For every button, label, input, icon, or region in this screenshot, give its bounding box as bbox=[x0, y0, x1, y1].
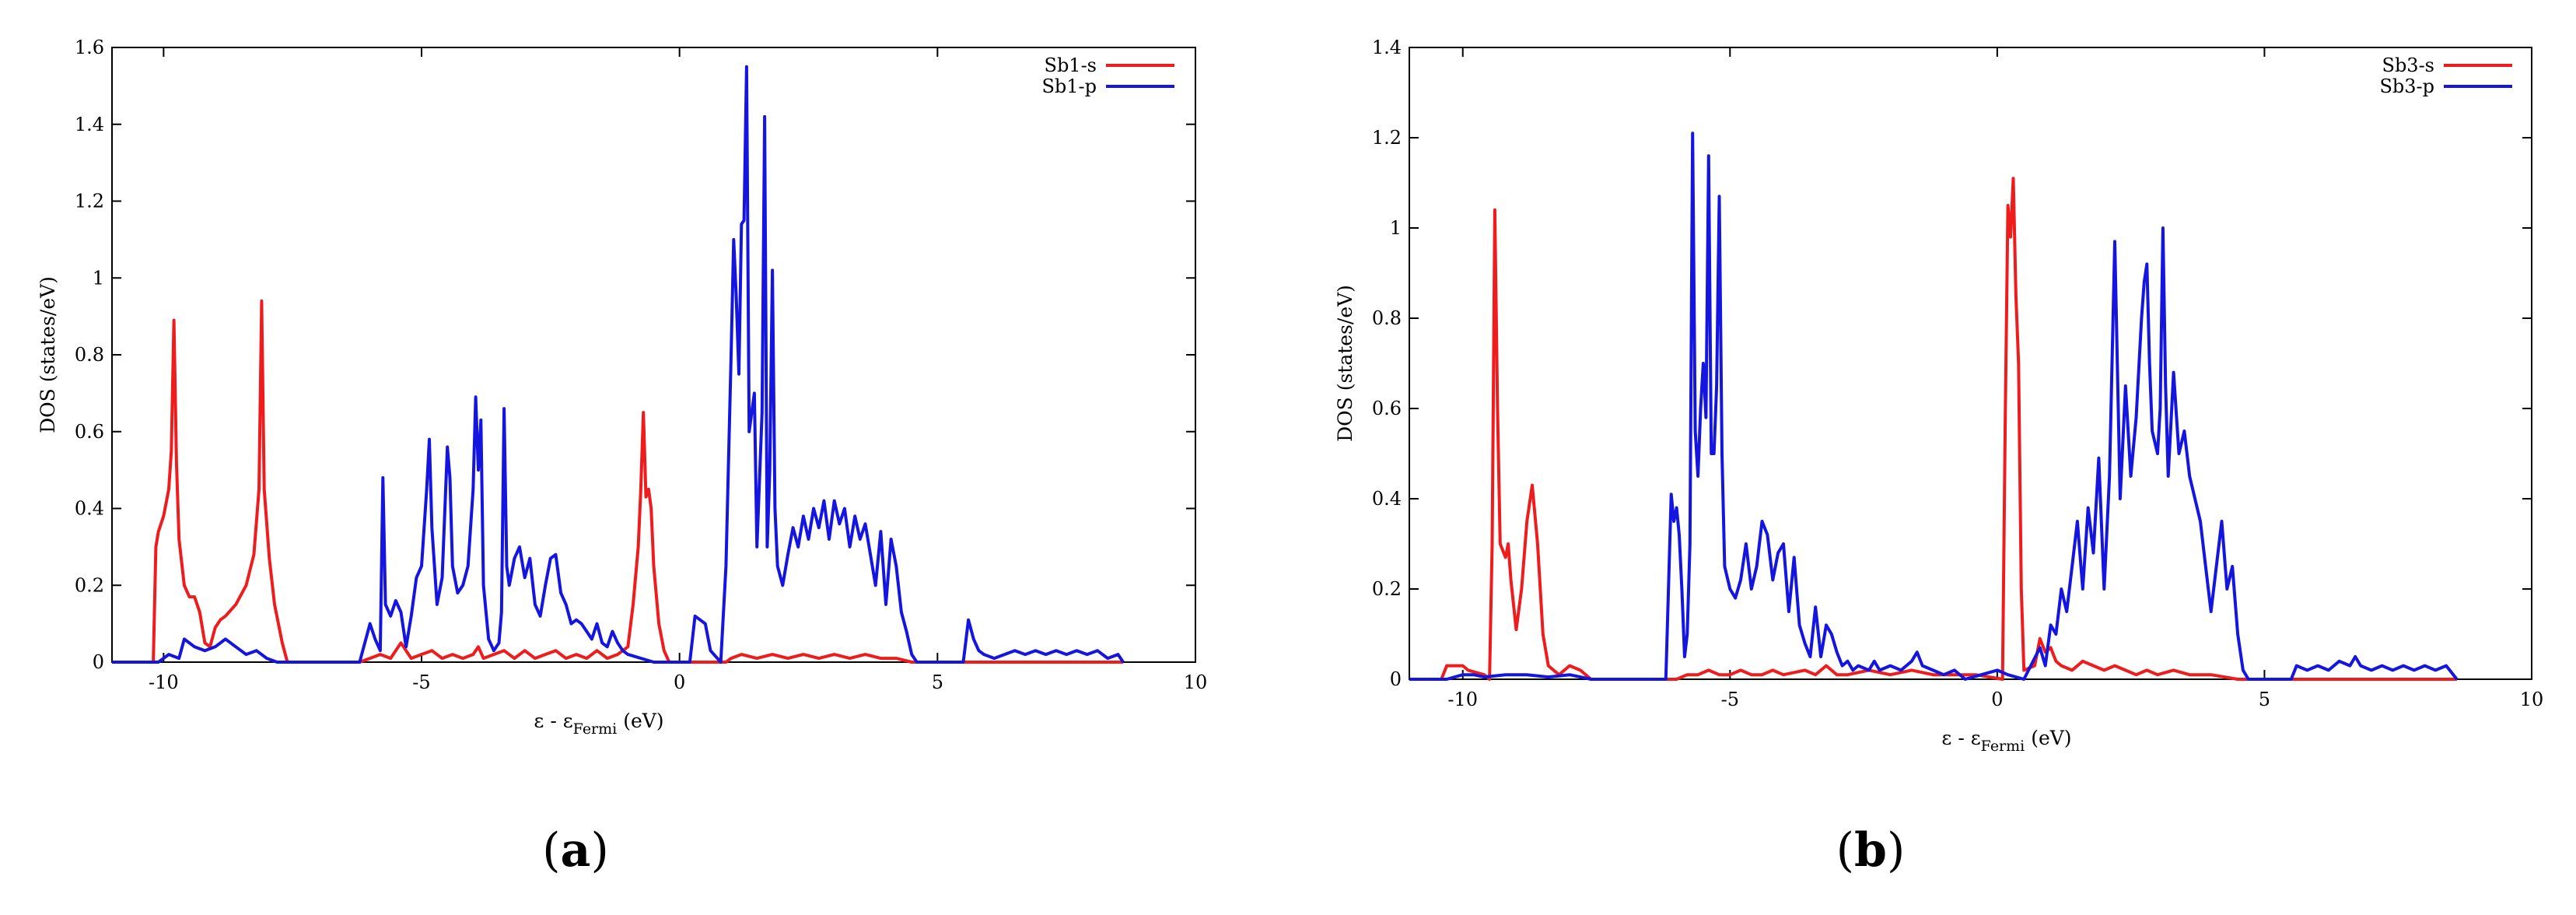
panel-label-open: ( bbox=[542, 823, 560, 878]
series-line-sb3-s bbox=[1409, 177, 2457, 681]
chart-panel-a: 0 0.2 0.4 0.6 0.8 1 1.2 1.4 1.6 -10 -5 0 5 10 Sb1-sSb1… bbox=[37, 37, 1207, 878]
panel-label: (a) bbox=[542, 823, 609, 878]
x-axis-label-main: ε - ε bbox=[1941, 727, 1980, 749]
x-tick-label: 0 bbox=[674, 671, 685, 693]
legend-label: Sb3-s bbox=[2382, 54, 2435, 76]
x-axis-label: ε - εFermi (eV) bbox=[534, 710, 663, 738]
panel-label: (b) bbox=[1836, 823, 1906, 878]
x-tick-label: 5 bbox=[2259, 689, 2270, 710]
y-tick-label: 1.6 bbox=[75, 37, 104, 58]
series-line-sb1-p bbox=[112, 65, 1125, 664]
y-tick-label: 0 bbox=[93, 651, 104, 673]
x-axis-label: ε - εFermi (eV) bbox=[1941, 727, 2071, 755]
y-tick-label: 1 bbox=[1390, 217, 1402, 239]
y-tick-label: 0.8 bbox=[1372, 307, 1402, 329]
x-tick-label: 5 bbox=[932, 671, 943, 693]
y-tick-label: 1.2 bbox=[1372, 127, 1402, 149]
x-tick-label: -5 bbox=[1721, 689, 1739, 710]
y-tick-label: 1.4 bbox=[75, 114, 104, 135]
legend-label: Sb1-p bbox=[1041, 75, 1097, 97]
y-tick-label: 0.2 bbox=[1372, 578, 1402, 600]
panel-label-close: ) bbox=[1887, 823, 1905, 878]
plot-frame bbox=[1409, 47, 2532, 680]
y-tick-label: 0.4 bbox=[75, 498, 104, 520]
y-axis-label: DOS (states/eV) bbox=[37, 276, 59, 433]
x-tick-label: -5 bbox=[412, 671, 430, 693]
x-axis-label-unit: (eV) bbox=[617, 710, 663, 732]
y-tick-label: 1.4 bbox=[1372, 37, 1402, 58]
series-line-sb3-p bbox=[1409, 131, 2459, 681]
y-axis-label: DOS (states/eV) bbox=[1334, 285, 1356, 442]
y-tick-label: 0.8 bbox=[75, 344, 104, 366]
legend-label: Sb3-p bbox=[2379, 75, 2434, 97]
x-tick-label: 0 bbox=[1991, 689, 2003, 710]
y-tick-label: 0 bbox=[1390, 668, 1402, 690]
x-tick-label: 10 bbox=[2520, 689, 2544, 710]
legend-label: Sb1-s bbox=[1045, 54, 1097, 76]
x-axis-label-unit: (eV) bbox=[2025, 727, 2071, 749]
panel-label-close: ) bbox=[590, 823, 608, 878]
x-axis-label-main: ε - ε bbox=[534, 710, 572, 732]
panel-label-letter: b bbox=[1854, 823, 1887, 878]
x-tick-label: 10 bbox=[1184, 671, 1208, 693]
panel-label-letter: a bbox=[561, 823, 591, 878]
series-line-sb1-s bbox=[112, 299, 1124, 664]
y-tick-label: 1.2 bbox=[75, 191, 104, 212]
y-tick-label: 0.6 bbox=[1372, 398, 1402, 419]
y-tick-label: 0.6 bbox=[75, 421, 104, 443]
y-tick-label: 0.4 bbox=[1372, 488, 1402, 510]
y-tick-label: 1 bbox=[93, 267, 104, 289]
x-axis-label-subscript: Fermi bbox=[1981, 738, 2025, 755]
y-tick-label: 0.2 bbox=[75, 574, 104, 596]
x-tick-label: -10 bbox=[149, 671, 179, 693]
x-axis-label-subscript: Fermi bbox=[573, 720, 618, 738]
x-tick-label: -10 bbox=[1447, 689, 1478, 710]
panel-label-open: ( bbox=[1836, 823, 1854, 878]
